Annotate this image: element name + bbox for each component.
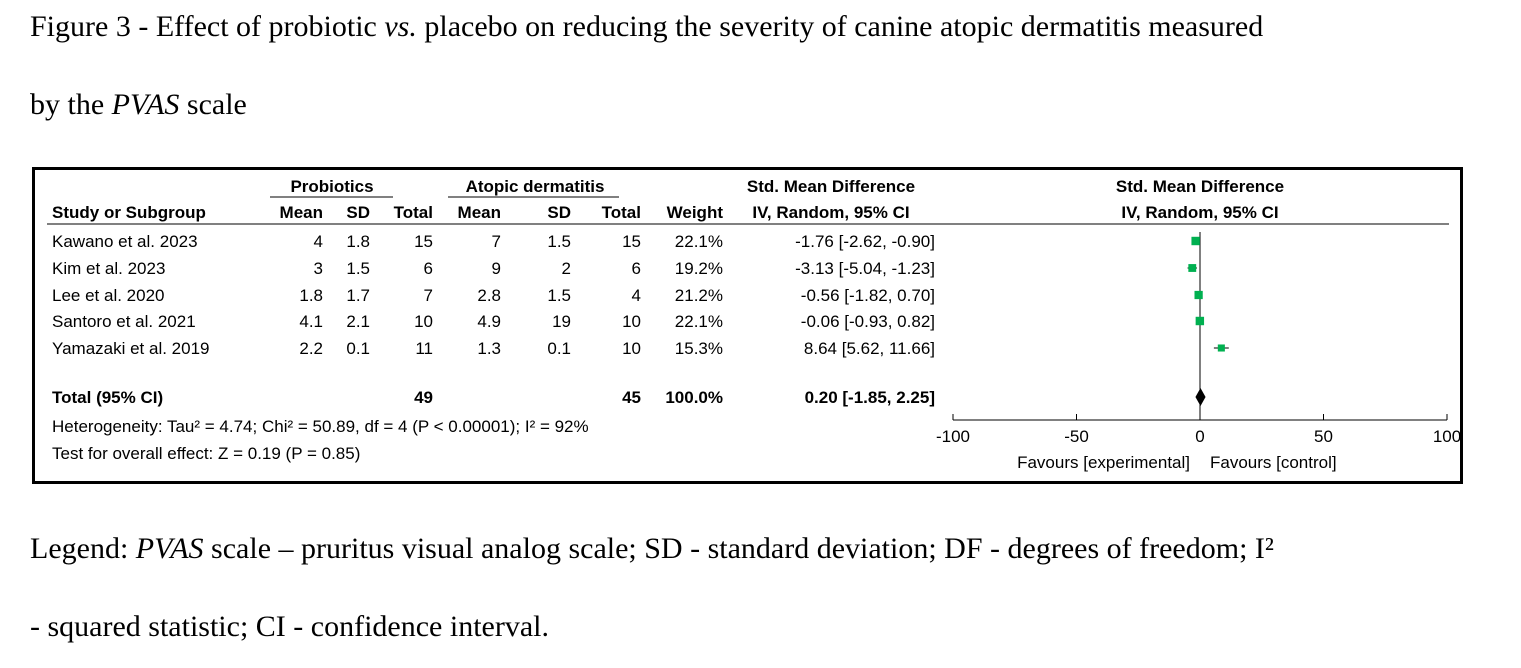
legend-line-1: Legend: PVAS scale – pruritus visual ana… <box>30 532 1274 565</box>
cell-total2: 15 <box>622 232 641 251</box>
cell-smd: 8.64 [5.62, 11.66] <box>804 339 935 358</box>
cell-smd: -1.76 [-2.62, -0.90] <box>795 232 935 251</box>
total-smd: 0.20 [-1.85, 2.25] <box>805 388 935 407</box>
cell-sd1: 0.1 <box>346 339 370 358</box>
cell-total2: 6 <box>632 259 641 278</box>
forest-plot-svg: Probiotics Atopic dermatitis Std. Mean D… <box>47 177 1460 472</box>
cell-total1: 10 <box>414 312 433 331</box>
cell-study: Yamazaki et al. 2019 <box>52 339 210 358</box>
forest-plot-area: Favours [experimental] Favours [control]… <box>936 232 1460 472</box>
cell-mean2: 7 <box>492 232 501 251</box>
study-marker <box>1195 316 1205 326</box>
col-header-smd-plot: IV, Random, 95% CI <box>1121 203 1278 222</box>
cell-mean2: 1.3 <box>477 339 501 358</box>
figure-caption-line-1: Figure 3 - Effect of probiotic vs. place… <box>30 10 1264 43</box>
cell-mean1: 1.8 <box>299 286 323 305</box>
overall-effect-text: Test for overall effect: Z = 0.19 (P = 0… <box>52 444 360 463</box>
cell-smd: -3.13 [-5.04, -1.23] <box>795 259 935 278</box>
total-total1: 49 <box>414 388 433 407</box>
table-row: Kim et al. 2023 3 1.5 6 9 2 6 19.2% -3.1… <box>52 259 935 278</box>
cell-study: Kim et al. 2023 <box>52 259 165 278</box>
col-header-sd1: SD <box>346 203 370 222</box>
cell-total1: 6 <box>424 259 433 278</box>
total-row: Total (95% CI) 49 45 100.0% 0.20 [-1.85,… <box>52 388 935 407</box>
cell-smd: -0.06 [-0.93, 0.82] <box>801 312 935 331</box>
cell-mean2: 4.9 <box>477 312 501 331</box>
cell-sd2: 1.5 <box>547 286 571 305</box>
col-header-weight: Weight <box>667 203 724 222</box>
cell-weight: 19.2% <box>675 259 723 278</box>
cell-mean1: 4 <box>314 232 323 251</box>
x-tick-label: 100 <box>1433 427 1460 446</box>
pooled-diamond <box>1195 388 1206 406</box>
x-tick-label: -100 <box>936 427 970 446</box>
table-row: Yamazaki et al. 2019 2.2 0.1 11 1.3 0.1 … <box>52 339 935 358</box>
study-marker <box>1194 290 1203 300</box>
cell-mean2: 2.8 <box>477 286 501 305</box>
study-marker <box>1191 236 1200 246</box>
cell-weight: 15.3% <box>675 339 723 358</box>
study-marker <box>1188 264 1197 272</box>
cell-total2: 10 <box>622 339 641 358</box>
total-label: Total (95% CI) <box>52 388 163 407</box>
study-marker <box>1217 344 1225 352</box>
x-tick-label: 0 <box>1195 427 1204 446</box>
cell-study: Santoro et al. 2021 <box>52 312 196 331</box>
cell-study: Lee et al. 2020 <box>52 286 164 305</box>
legend-line-2: - squared statistic; CI - confidence int… <box>30 610 549 643</box>
col-header-smd-table: IV, Random, 95% CI <box>752 203 909 222</box>
total-total2: 45 <box>622 388 641 407</box>
cell-mean2: 9 <box>492 259 501 278</box>
x-tick-label: -50 <box>1064 427 1089 446</box>
total-weight: 100.0% <box>665 388 723 407</box>
cell-smd: -0.56 [-1.82, 0.70] <box>801 286 935 305</box>
cell-sd1: 1.5 <box>346 259 370 278</box>
group-header-smd-table: Std. Mean Difference <box>747 177 915 196</box>
cell-total1: 11 <box>415 339 433 358</box>
cell-mean1: 2.2 <box>299 339 323 358</box>
col-header-mean2: Mean <box>458 203 501 222</box>
cell-weight: 22.1% <box>675 312 723 331</box>
cell-sd2: 1.5 <box>547 232 571 251</box>
col-header-sd2: SD <box>547 203 571 222</box>
figure-caption-line-2: by the PVAS scale <box>30 88 247 121</box>
cell-sd1: 1.8 <box>346 232 370 251</box>
group-header-probiotics: Probiotics <box>290 177 373 196</box>
heterogeneity-text: Heterogeneity: Tau² = 4.74; Chi² = 50.89… <box>52 417 589 436</box>
cell-sd2: 2 <box>562 259 571 278</box>
cell-mean1: 4.1 <box>299 312 323 331</box>
col-header-total1: Total <box>394 203 433 222</box>
favours-right-label: Favours [control] <box>1210 453 1337 472</box>
forest-plot-figure: Probiotics Atopic dermatitis Std. Mean D… <box>32 167 1463 484</box>
cell-total1: 15 <box>414 232 433 251</box>
col-header-study: Study or Subgroup <box>52 203 206 222</box>
group-header-atopic: Atopic dermatitis <box>466 177 605 196</box>
col-header-total2: Total <box>602 203 641 222</box>
cell-study: Kawano et al. 2023 <box>52 232 198 251</box>
table-row: Kawano et al. 2023 4 1.8 15 7 1.5 15 22.… <box>52 232 935 251</box>
table-row: Lee et al. 2020 1.8 1.7 7 2.8 1.5 4 21.2… <box>52 286 935 305</box>
cell-sd2: 0.1 <box>547 339 571 358</box>
cell-total2: 10 <box>622 312 641 331</box>
x-tick-label: 50 <box>1314 427 1333 446</box>
cell-weight: 21.2% <box>675 286 723 305</box>
col-header-mean1: Mean <box>280 203 323 222</box>
cell-sd2: 19 <box>552 312 571 331</box>
favours-left-label: Favours [experimental] <box>1017 453 1190 472</box>
table-row: Santoro et al. 2021 4.1 2.1 10 4.9 19 10… <box>52 312 935 331</box>
cell-sd1: 1.7 <box>346 286 370 305</box>
cell-weight: 22.1% <box>675 232 723 251</box>
cell-total1: 7 <box>424 286 433 305</box>
cell-total2: 4 <box>632 286 641 305</box>
cell-sd1: 2.1 <box>346 312 370 331</box>
group-header-smd-plot: Std. Mean Difference <box>1116 177 1284 196</box>
cell-mean1: 3 <box>314 259 323 278</box>
